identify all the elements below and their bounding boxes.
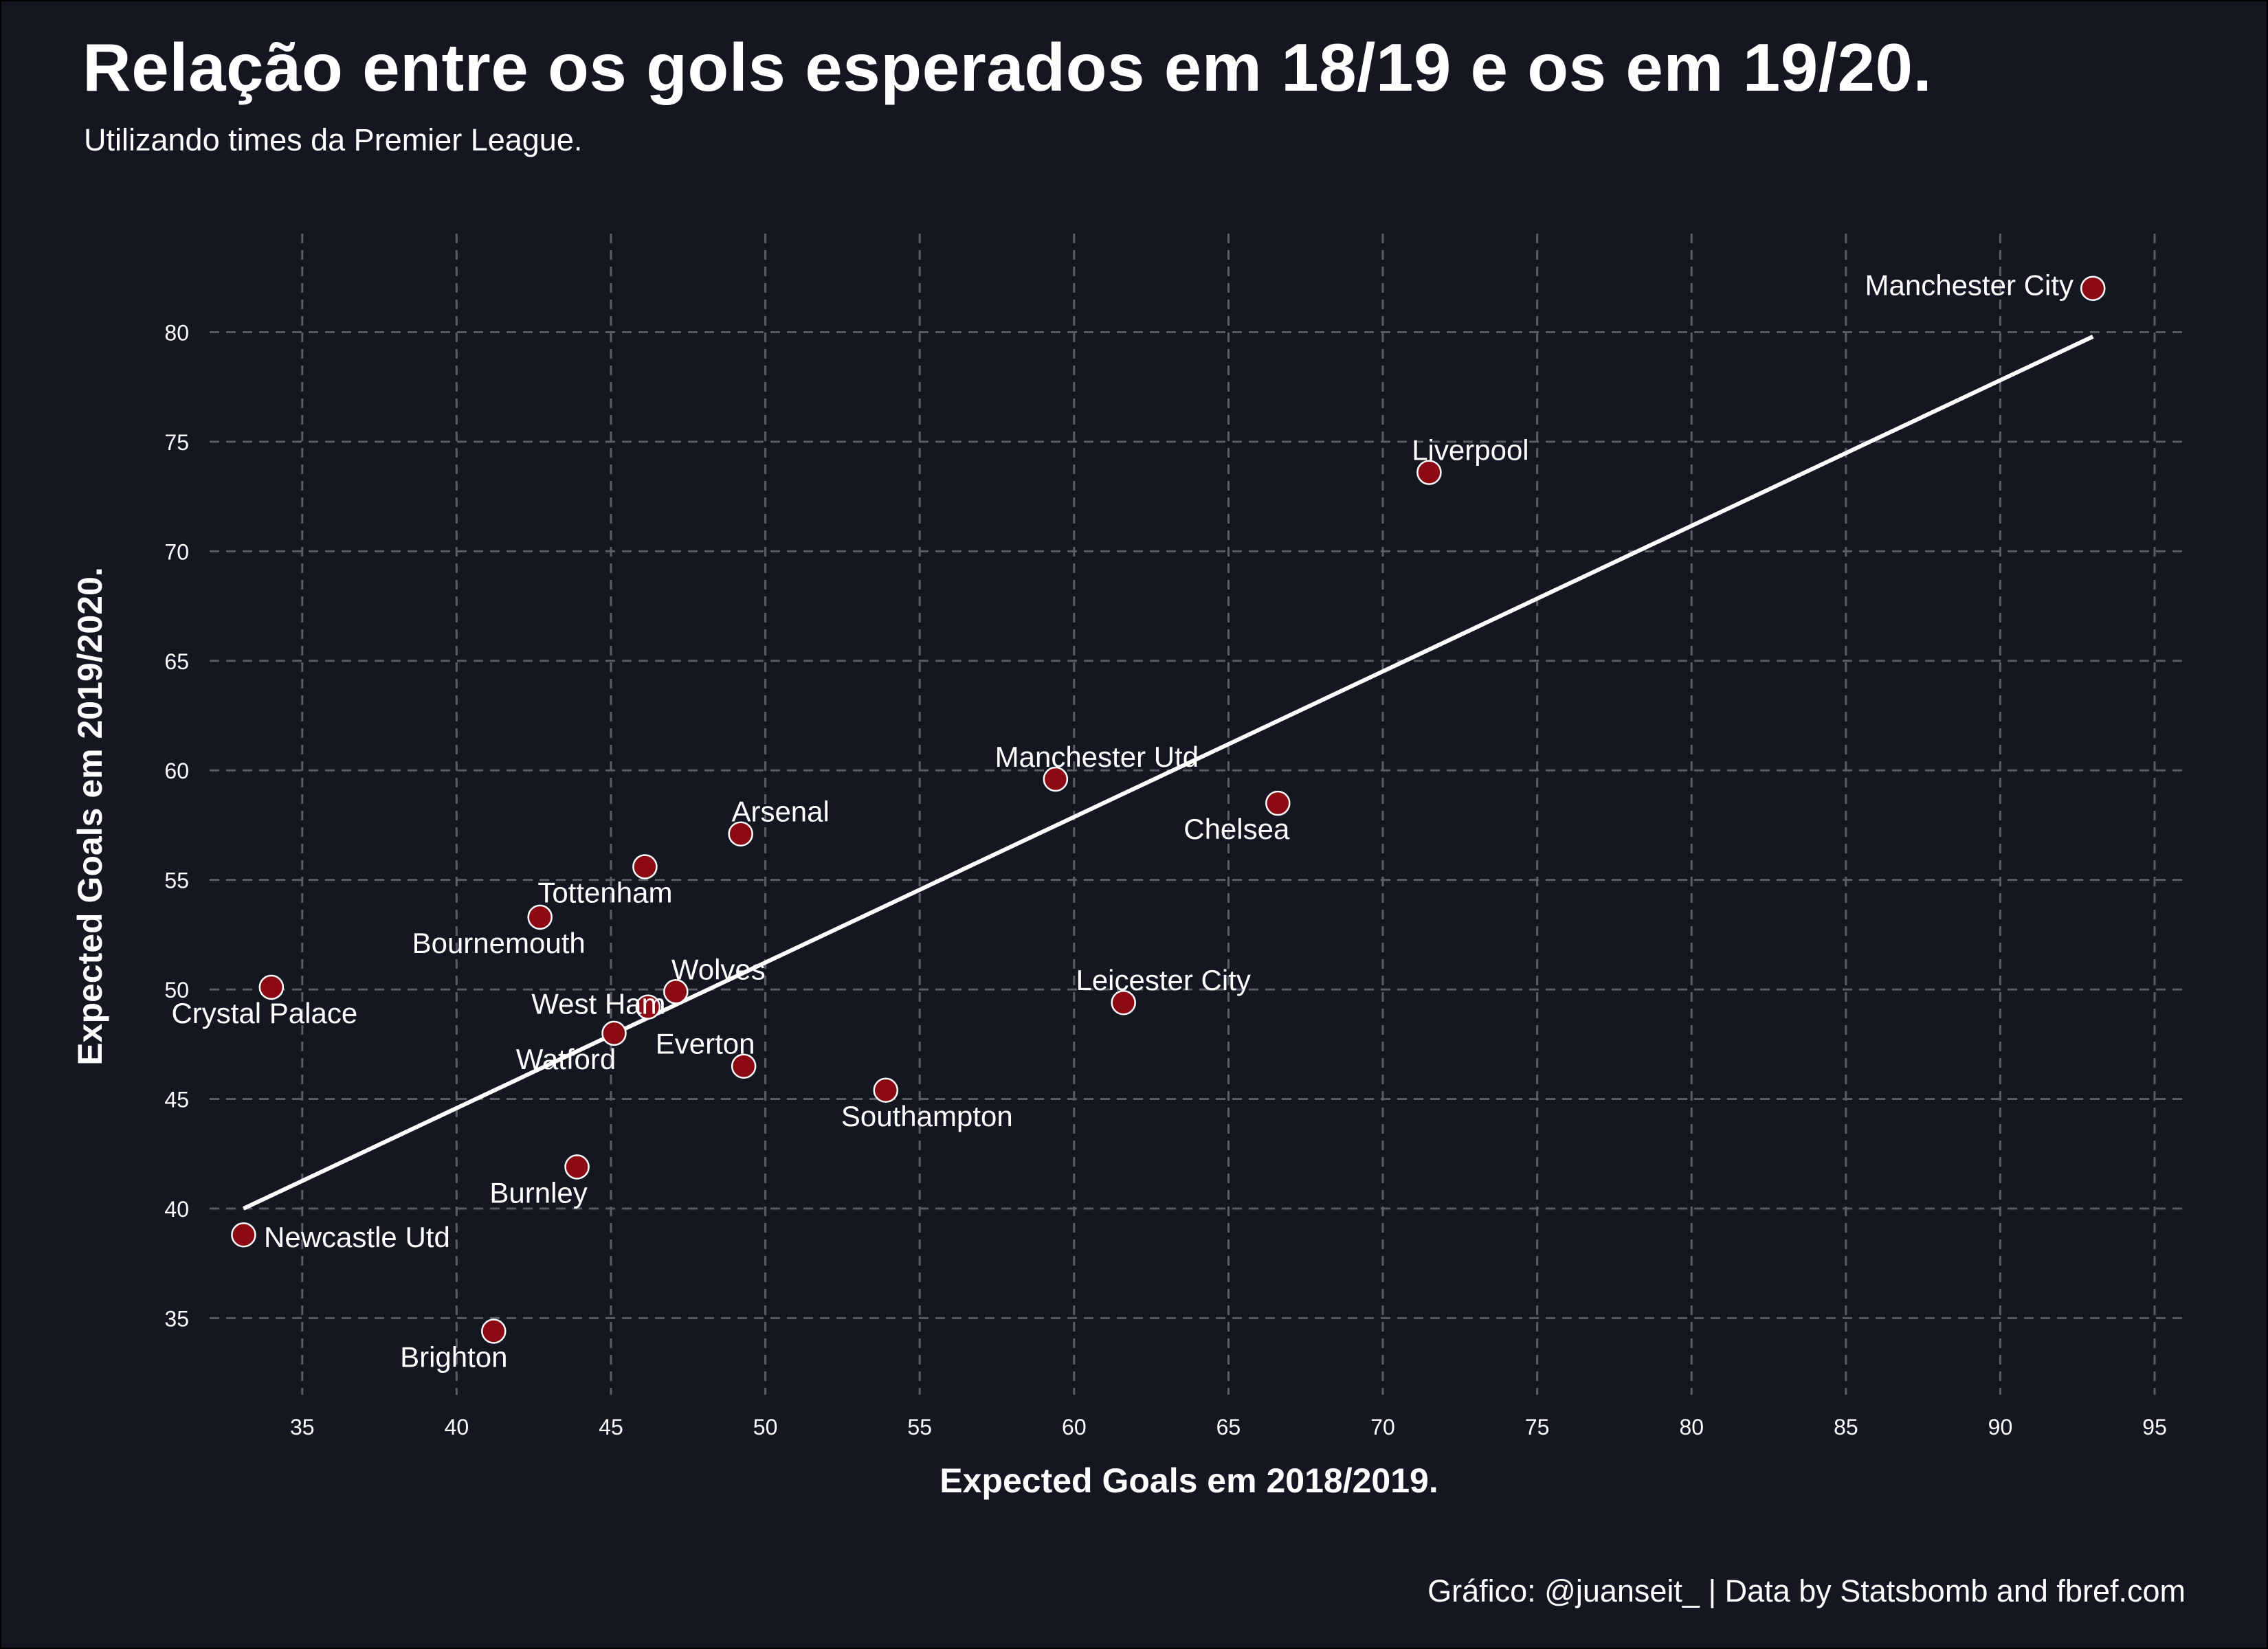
x-tick-label: 95	[2142, 1415, 2167, 1439]
chart-subtitle: Utilizando times da Premier League.	[84, 122, 583, 157]
x-tick-label: 45	[599, 1415, 623, 1439]
point-label: Tottenham	[537, 877, 672, 909]
point-label: Chelsea	[1183, 813, 1290, 845]
y-axis-label: Expected Goals em 2019/2020.	[71, 567, 109, 1065]
y-tick-label: 70	[164, 539, 189, 564]
x-tick-label: 65	[1216, 1415, 1241, 1439]
point-label: Everton	[656, 1028, 755, 1060]
point-label: Wolves	[671, 953, 766, 985]
data-point	[731, 1053, 757, 1079]
x-tick-label: 35	[290, 1415, 315, 1439]
trend-line-group	[243, 335, 2094, 1211]
grid-lines	[210, 234, 2186, 1395]
x-tick-label: 55	[907, 1415, 932, 1439]
data-point	[1265, 790, 1291, 816]
y-tick-label: 45	[164, 1088, 189, 1112]
point-label: Newcastle Utd	[264, 1221, 450, 1253]
chart-title: Relação entre os gols esperados em 18/19…	[82, 30, 1933, 105]
data-point	[635, 994, 661, 1020]
y-tick-label: 60	[164, 759, 189, 783]
data-point	[728, 821, 753, 846]
point-label: Bournemouth	[412, 927, 586, 959]
point-labels: Manchester City Liverpool Manchester Utd Ch…	[171, 269, 2073, 1373]
point-label: Burnley	[489, 1176, 587, 1209]
point-label: Manchester City	[1865, 269, 2074, 302]
x-tick-label: 75	[1525, 1415, 1550, 1439]
point-label: Southampton	[841, 1100, 1013, 1132]
x-tick-label: 60	[1062, 1415, 1087, 1439]
data-point	[481, 1319, 507, 1344]
data-point	[1416, 460, 1442, 485]
y-tick-label: 55	[164, 868, 189, 893]
x-tick-label: 80	[1679, 1415, 1704, 1439]
chart-caption: Gráfico: @juanseit_ | Data by Statsbomb …	[1427, 1573, 2186, 1608]
point-label: Manchester Utd	[995, 741, 1199, 773]
y-tick-label: 40	[164, 1197, 189, 1222]
data-point	[1043, 766, 1069, 792]
data-point	[564, 1154, 590, 1180]
data-point	[873, 1077, 899, 1103]
point-label: Liverpool	[1412, 434, 1528, 467]
x-tick-label: 40	[445, 1415, 469, 1439]
data-point	[231, 1222, 256, 1248]
point-label: Leicester City	[1076, 964, 1250, 996]
point-label: Watford	[516, 1043, 616, 1075]
y-tick-label: 65	[164, 649, 189, 674]
x-axis-label: Expected Goals em 2018/2019.	[940, 1461, 1438, 1500]
trend-line	[243, 335, 2094, 1211]
point-label: Crystal Palace	[171, 997, 357, 1029]
tick-labels: 35 40 45 50 55 60 65 70 75 80 85 90 95 35 40 45 50 55 60 65…	[164, 320, 2166, 1439]
point-label: West Ham	[531, 988, 665, 1020]
y-tick-label: 35	[164, 1306, 189, 1331]
point-label: Arsenal	[731, 796, 829, 828]
y-tick-label: 50	[164, 978, 189, 1002]
data-point	[1111, 989, 1136, 1016]
data-point	[527, 904, 553, 930]
data-point	[663, 979, 689, 1005]
x-tick-label: 50	[753, 1415, 778, 1439]
x-tick-label: 70	[1370, 1415, 1395, 1439]
data-point	[258, 974, 285, 1000]
x-tick-label: 90	[1988, 1415, 2013, 1439]
data-point	[601, 1020, 627, 1046]
point-label: Brighton	[400, 1341, 507, 1373]
y-tick-label: 80	[164, 320, 189, 345]
data-point	[632, 854, 658, 879]
data-points	[231, 276, 2106, 1344]
y-tick-label: 75	[164, 430, 189, 455]
x-tick-label: 85	[1834, 1415, 1858, 1439]
data-point	[2080, 276, 2106, 301]
